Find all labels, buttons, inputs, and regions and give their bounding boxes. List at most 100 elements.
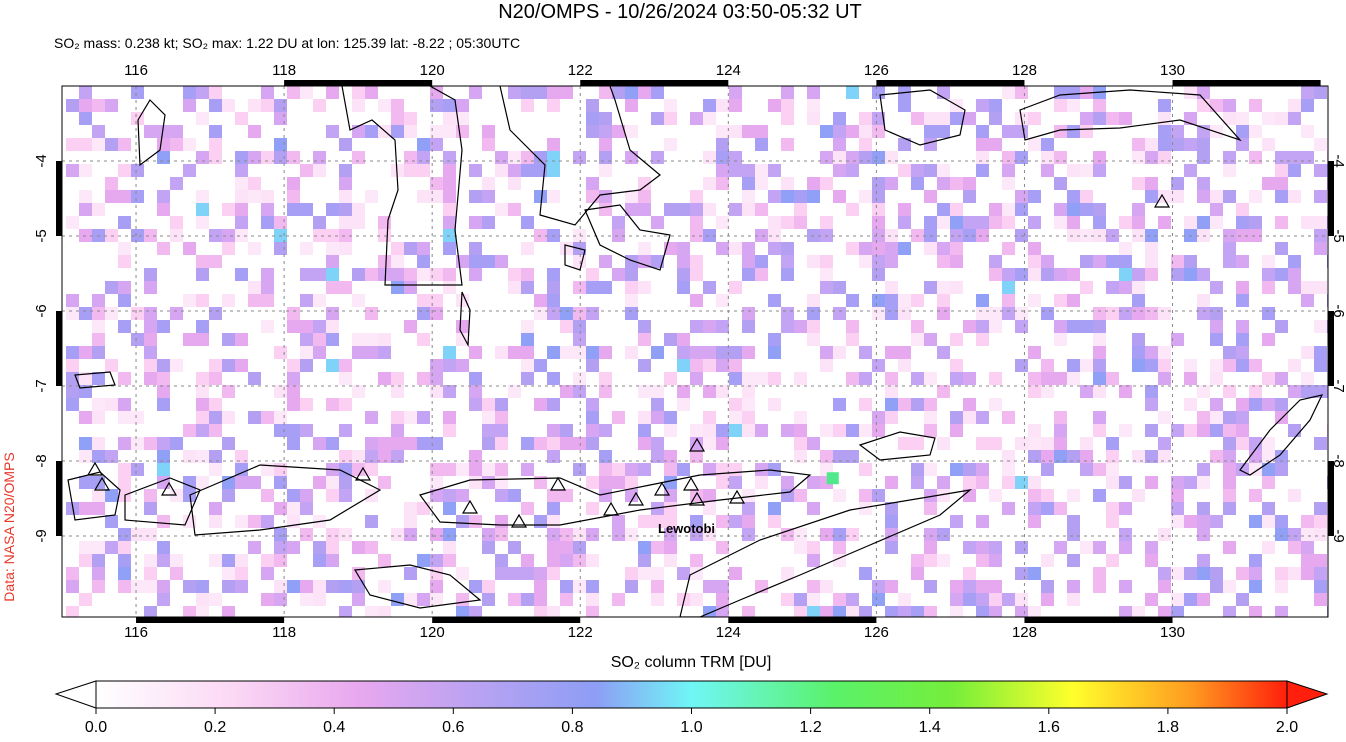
- so2-pixel: [599, 86, 612, 99]
- so2-pixel: [261, 515, 274, 528]
- so2-pixel: [1223, 242, 1236, 255]
- so2-pixel: [976, 307, 989, 320]
- so2-pixel: [794, 541, 807, 554]
- frame-bar: [1024, 617, 1173, 623]
- so2-pixel: [716, 580, 729, 593]
- so2-pixel: [1275, 177, 1288, 190]
- so2-pixel: [872, 580, 885, 593]
- so2-pixel: [1106, 307, 1119, 320]
- so2-pixel: [261, 216, 274, 229]
- so2-pixel: [339, 229, 352, 242]
- so2-pixel: [196, 411, 209, 424]
- so2-pixel: [755, 255, 768, 268]
- so2-pixel: [1041, 450, 1054, 463]
- so2-pixel: [1028, 450, 1041, 463]
- so2-pixel: [1301, 346, 1314, 359]
- so2-pixel: [937, 489, 950, 502]
- so2-pixel: [1093, 320, 1106, 333]
- so2-pixel: [950, 242, 963, 255]
- so2-pixel: [768, 398, 781, 411]
- so2-pixel: [547, 606, 560, 617]
- so2-pixel: [196, 190, 209, 203]
- so2-pixel: [547, 541, 560, 554]
- so2-pixel: [1119, 502, 1132, 515]
- so2-pixel: [118, 294, 131, 307]
- so2-pixel: [1249, 99, 1262, 112]
- so2-pixel: [586, 502, 599, 515]
- so2-pixel: [859, 346, 872, 359]
- so2-pixel: [664, 528, 677, 541]
- so2-pixel: [937, 476, 950, 489]
- so2-pixel: [534, 151, 547, 164]
- so2-pixel: [664, 203, 677, 216]
- so2-pixel: [92, 437, 105, 450]
- so2-pixel: [976, 333, 989, 346]
- so2-pixel: [248, 515, 261, 528]
- so2-pixel: [443, 242, 456, 255]
- so2-pixel: [287, 203, 300, 216]
- so2-pixel: [144, 281, 157, 294]
- so2-pixel: [1184, 372, 1197, 385]
- so2-pixel: [534, 190, 547, 203]
- so2-pixel: [1119, 580, 1132, 593]
- so2-pixel: [131, 86, 144, 99]
- so2-pixel: [1288, 151, 1301, 164]
- so2-pixel: [443, 411, 456, 424]
- so2-pixel: [638, 463, 651, 476]
- so2-pixel: [1145, 242, 1158, 255]
- so2-pixel: [1132, 203, 1145, 216]
- so2-pixel: [1158, 437, 1171, 450]
- so2-pixel: [144, 125, 157, 138]
- volcanoes: [86, 193, 1171, 528]
- so2-pixel: [1145, 229, 1158, 242]
- so2-pixel: [222, 359, 235, 372]
- so2-pixel: [729, 242, 742, 255]
- so2-pixel: [1002, 203, 1015, 216]
- frame-bar: [284, 80, 433, 86]
- so2-pixel: [1119, 281, 1132, 294]
- so2-pixel: [742, 307, 755, 320]
- so2-pixel: [1145, 593, 1158, 606]
- so2-pixel: [677, 333, 690, 346]
- so2-pixel: [313, 593, 326, 606]
- so2-pixel: [183, 450, 196, 463]
- so2-pixel: [703, 411, 716, 424]
- so2-pixel: [209, 424, 222, 437]
- so2-pixel: [781, 112, 794, 125]
- so2-pixel: [1067, 190, 1080, 203]
- so2-pixel: [105, 489, 118, 502]
- so2-pixel: [534, 294, 547, 307]
- so2-pixel: [1015, 593, 1028, 606]
- so2-pixel: [1132, 229, 1145, 242]
- so2-pixel: [157, 437, 170, 450]
- so2-pixel: [326, 229, 339, 242]
- so2-pixel: [430, 294, 443, 307]
- so2-pixel: [976, 99, 989, 112]
- so2-pixel: [703, 385, 716, 398]
- so2-pixel: [1327, 255, 1328, 268]
- so2-pixel: [599, 255, 612, 268]
- so2-pixel: [326, 437, 339, 450]
- so2-pixel: [950, 359, 963, 372]
- so2-pixel: [118, 320, 131, 333]
- frame-bar: [1172, 80, 1321, 86]
- so2-pixel: [66, 372, 79, 385]
- so2-pixel: [352, 203, 365, 216]
- so2-pixel: [820, 281, 833, 294]
- so2-pixel: [846, 294, 859, 307]
- so2-pixel: [690, 268, 703, 281]
- so2-pixel: [183, 86, 196, 99]
- so2-pixel: [209, 229, 222, 242]
- so2-pixel: [755, 164, 768, 177]
- so2-pixel: [664, 450, 677, 463]
- so2-pixel: [521, 372, 534, 385]
- so2-pixel: [586, 437, 599, 450]
- so2-pixel: [1106, 515, 1119, 528]
- so2-pixel: [885, 255, 898, 268]
- so2-pixel: [547, 307, 560, 320]
- so2-pixel: [1002, 281, 1015, 294]
- so2-pixel: [547, 450, 560, 463]
- so2-pixel: [391, 450, 404, 463]
- so2-pixel: [1223, 359, 1236, 372]
- so2-pixel: [703, 151, 716, 164]
